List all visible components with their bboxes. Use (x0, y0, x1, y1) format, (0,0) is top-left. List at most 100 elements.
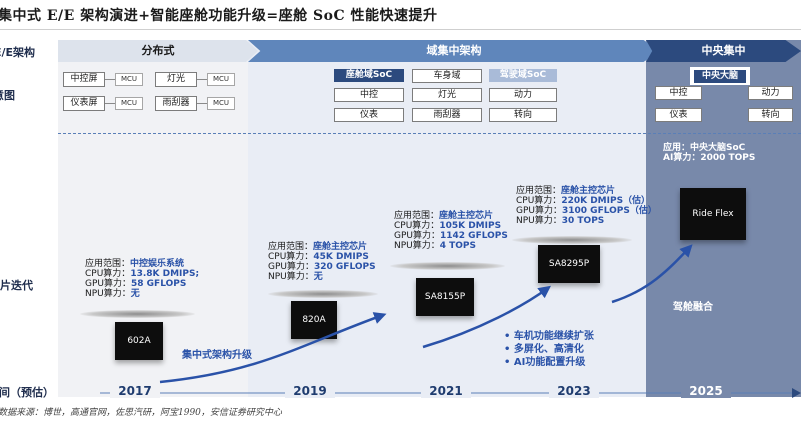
central-box-4: 转向 (748, 108, 793, 122)
year-2021: 2021 (421, 384, 471, 398)
domain-box-cockpit-2: 仪表 (334, 108, 404, 122)
spec-value: 105K DMIPS (439, 221, 502, 231)
connector (105, 79, 115, 80)
spec-value: 3100 GFLOPS（估） (562, 206, 657, 216)
central-brain-frame: 中央大脑 (690, 67, 750, 85)
spec-label: CPU算力： (268, 252, 314, 262)
title-bar: 集中式 E/E 架构演进+智能座舱功能升级=座舱 SoC 性能快速提升 (0, 0, 801, 30)
trend-arrow-2 (422, 285, 552, 349)
arrow-label: 集中式架构升级 (182, 350, 252, 361)
spec-label: CPU算力： (85, 269, 131, 279)
cockpit-soc-tag: 座舱域SoC (334, 69, 404, 82)
spec-label: CPU算力： (394, 221, 440, 231)
trend-arrow-1 (159, 312, 387, 384)
year-2017: 2017 (110, 384, 160, 398)
bullet-item: • AI功能配置升级 (504, 357, 586, 368)
spec-label: 应用范围： (85, 259, 131, 269)
mcu-box-4: MCU (207, 97, 235, 110)
trend-arrow-3 (611, 244, 693, 304)
central-box-3: 仪表 (655, 108, 702, 122)
source-note: 数据来源：博世，高通官网，佐思汽研，阿宝1990，安信证券研究中心 (0, 408, 282, 418)
spec-value: 30 TOPS (561, 216, 605, 226)
phase-domain: 域集中架构 (248, 40, 660, 62)
spec-label: 应用范围： (394, 211, 440, 221)
spec-value: 45K DMIPS (313, 252, 369, 262)
spec-label: 应用范围： (516, 186, 562, 196)
mcu-box-2: MCU (207, 73, 235, 86)
spec-value: 中控娱乐系统 (130, 259, 185, 269)
spec-label: GPU算力： (85, 279, 131, 289)
spec-value: 座舱主控芯片 (313, 242, 368, 252)
year-2019: 2019 (285, 384, 335, 398)
central-spec: 应用：中央大脑SoC AI算力：2000 TOPS (663, 143, 755, 163)
spec-value: 58 GFLOPS (131, 279, 187, 289)
section-divider (58, 133, 801, 134)
row-label-ee: E/E架构 (0, 46, 36, 59)
spec-value: 13.8K DMIPS; (130, 269, 200, 279)
dist-box-4: 雨刮器 (155, 96, 197, 111)
central-brain-tag: 中央大脑 (694, 70, 746, 83)
chip-specs-820a: 应用范围：座舱主控芯片 CPU算力：45K DMIPS GPU算力：320 GF… (268, 242, 376, 282)
central-box-2: 动力 (748, 86, 793, 100)
chip-shelf (512, 236, 632, 244)
mcu-box-1: MCU (115, 73, 143, 86)
bullet-item: • 车机功能继续扩张 (504, 331, 594, 342)
chip-shelf (80, 310, 195, 318)
row-label-schematic: 示意图 (0, 89, 15, 102)
chip-specs-sa8155p: 应用范围：座舱主控芯片 CPU算力：105K DMIPS GPU算力：1142 … (394, 211, 508, 251)
cockpit-driving-fusion: 驾舱融合 (673, 302, 713, 313)
spec-value: 320 GFLOPS (314, 262, 376, 272)
connector (105, 103, 115, 104)
domain-box-body-1: 灯光 (412, 88, 482, 102)
domain-box-driving-2: 转向 (489, 108, 557, 122)
spec-value: 4 TOPS (439, 241, 477, 251)
spec-label: GPU算力： (516, 206, 562, 216)
driving-soc-tag: 驾驶域SoC (489, 69, 557, 82)
chip-sa8155p: SA8155P (416, 278, 474, 316)
domain-box-body-2: 雨刮器 (412, 108, 482, 122)
spec-value: 座舱主控芯片 (439, 211, 494, 221)
figure-title: 集中式 E/E 架构演进+智能座舱功能升级=座舱 SoC 性能快速提升 (0, 8, 438, 24)
spec-label: NPU算力： (85, 289, 131, 299)
spec-label: NPU算力： (394, 241, 440, 251)
phase-central: 中央集中 (646, 40, 801, 62)
spec-label: 应用范围： (268, 242, 314, 252)
bullet-item: • 多屏化、高清化 (504, 344, 584, 355)
phase-distributed: 分布式 (58, 40, 258, 62)
year-2025: 2025 (681, 384, 731, 398)
chip-specs-602a: 应用范围：中控娱乐系统 CPU算力：13.8K DMIPS; GPU算力：58 … (85, 259, 199, 299)
spec-value: 座舱主控芯片 (561, 186, 616, 196)
domain-box-cockpit-1: 中控 (334, 88, 404, 102)
chip-602a: 602A (115, 322, 163, 360)
central-app: 应用：中央大脑SoC (663, 143, 746, 153)
spec-label: NPU算力： (516, 216, 562, 226)
chip-820a: 820A (291, 301, 337, 339)
spec-label: CPU算力： (516, 196, 562, 206)
connector (197, 79, 207, 80)
domain-box-driving-1: 动力 (489, 88, 557, 102)
dist-box-3: 仪表屏 (63, 96, 105, 111)
chip-specs-sa8295p: 应用范围：座舱主控芯片 CPU算力：220K DMIPS（估） GPU算力：31… (516, 186, 657, 226)
central-ai: AI算力：2000 TOPS (663, 153, 756, 163)
row-label-chip: 芯片迭代 (0, 279, 33, 292)
spec-value: 1142 GFLOPS (440, 231, 508, 241)
spec-value: 220K DMIPS（估） (561, 196, 651, 206)
chip-ride-flex: Ride Flex (680, 188, 746, 240)
chip-sa8295p: SA8295P (538, 245, 600, 283)
year-2023: 2023 (549, 384, 599, 398)
dist-box-2: 灯光 (155, 72, 197, 87)
spec-label: GPU算力： (268, 262, 314, 272)
mcu-box-3: MCU (115, 97, 143, 110)
spec-value: 无 (130, 289, 140, 299)
bullet-list: • 车机功能继续扩张 • 多屏化、高清化 • AI功能配置升级 (504, 330, 594, 369)
spec-label: GPU算力： (394, 231, 440, 241)
timeline-arrowhead (792, 388, 801, 398)
row-label-time: 时间（预估） (0, 386, 54, 399)
chip-shelf (390, 262, 505, 270)
connector (197, 103, 207, 104)
spec-value: 无 (313, 272, 323, 282)
chip-shelf (268, 290, 378, 298)
spec-label: NPU算力： (268, 272, 314, 282)
body-domain-tag: 车身域 (412, 69, 482, 83)
